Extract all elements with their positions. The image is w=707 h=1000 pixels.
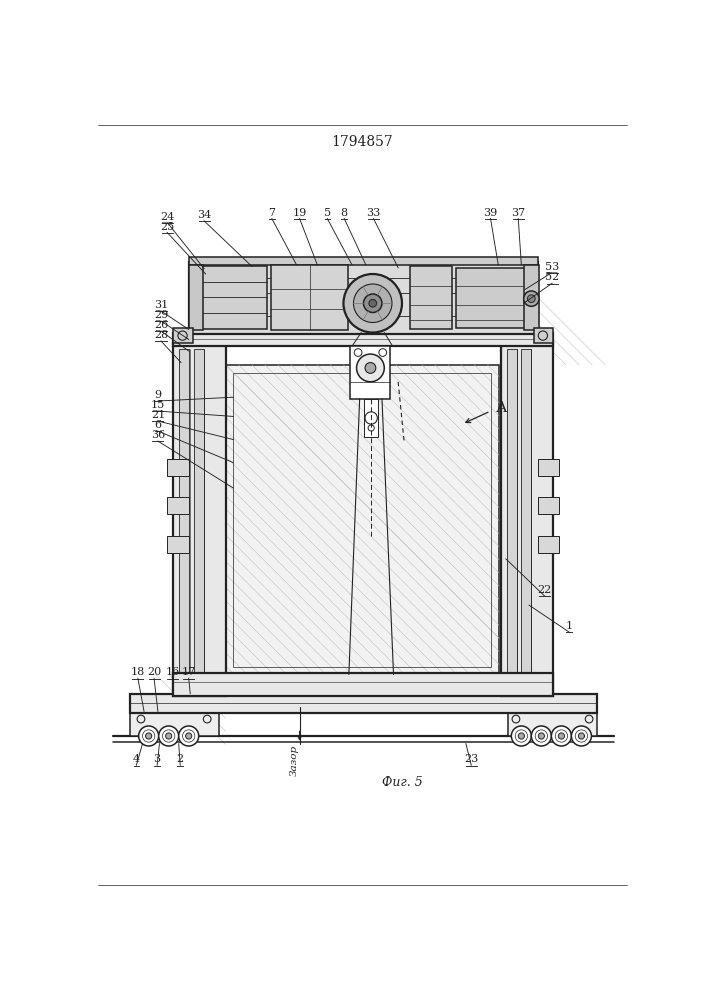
Circle shape <box>344 274 402 333</box>
Text: 2: 2 <box>177 754 184 764</box>
Text: 37: 37 <box>511 208 525 218</box>
Bar <box>534 328 553 343</box>
Text: 5: 5 <box>324 208 331 218</box>
Bar <box>364 399 378 437</box>
Bar <box>189 265 203 330</box>
Text: 33: 33 <box>366 208 380 218</box>
Circle shape <box>186 733 192 739</box>
Circle shape <box>356 354 385 382</box>
Circle shape <box>527 295 535 302</box>
Bar <box>524 265 539 330</box>
Bar <box>167 536 189 553</box>
Bar <box>167 497 189 514</box>
Circle shape <box>363 294 382 312</box>
Text: 6: 6 <box>154 420 161 430</box>
Bar <box>130 711 218 736</box>
Circle shape <box>511 726 532 746</box>
Circle shape <box>354 284 392 323</box>
Text: 52: 52 <box>545 272 559 282</box>
Circle shape <box>571 726 592 746</box>
Bar <box>537 536 559 553</box>
Text: 36: 36 <box>151 430 165 440</box>
Text: 20: 20 <box>147 667 161 677</box>
Text: Фиг. 5: Фиг. 5 <box>382 776 422 789</box>
Text: 16: 16 <box>165 667 180 677</box>
Circle shape <box>139 726 158 746</box>
Text: 25: 25 <box>160 222 174 232</box>
Circle shape <box>578 733 585 739</box>
Text: 9: 9 <box>154 390 161 400</box>
Bar <box>507 349 517 690</box>
Bar <box>173 333 553 346</box>
Bar <box>508 711 597 736</box>
Bar <box>189 262 537 334</box>
Text: 28: 28 <box>154 330 168 340</box>
Bar <box>409 266 452 329</box>
Circle shape <box>369 299 377 307</box>
Bar <box>180 349 189 690</box>
Text: 1794857: 1794857 <box>331 135 393 149</box>
Text: 24: 24 <box>160 212 174 222</box>
Text: 19: 19 <box>293 208 307 218</box>
Text: 15: 15 <box>151 400 165 410</box>
Text: А: А <box>496 401 508 415</box>
Text: 34: 34 <box>197 210 211 220</box>
Text: 8: 8 <box>341 208 348 218</box>
Circle shape <box>532 726 551 746</box>
Text: Зазор: Зазор <box>290 745 298 776</box>
Text: 1: 1 <box>566 621 573 631</box>
Text: 3: 3 <box>153 754 160 764</box>
Text: 21: 21 <box>151 410 165 420</box>
Circle shape <box>365 412 378 424</box>
Bar <box>194 349 204 690</box>
Circle shape <box>365 363 376 373</box>
Circle shape <box>165 733 172 739</box>
Text: 7: 7 <box>269 208 275 218</box>
Circle shape <box>179 726 199 746</box>
Bar <box>521 349 532 690</box>
Bar <box>226 365 499 674</box>
Text: 18: 18 <box>131 667 145 677</box>
Bar <box>351 346 390 399</box>
Bar <box>173 673 553 696</box>
Text: 22: 22 <box>537 585 551 595</box>
Bar <box>537 497 559 514</box>
Bar <box>456 268 525 328</box>
Text: 53: 53 <box>545 262 559 272</box>
Bar <box>271 265 348 330</box>
Circle shape <box>524 291 539 306</box>
Bar <box>537 459 559 476</box>
Text: 26: 26 <box>154 320 168 330</box>
Bar <box>173 343 226 696</box>
Bar <box>189 257 537 265</box>
Bar <box>130 694 597 713</box>
Text: 29: 29 <box>154 310 168 320</box>
Text: 23: 23 <box>464 754 479 764</box>
Bar <box>233 373 491 667</box>
Circle shape <box>551 726 571 746</box>
Text: 4: 4 <box>133 754 140 764</box>
Circle shape <box>146 733 152 739</box>
Circle shape <box>538 733 544 739</box>
Circle shape <box>518 733 525 739</box>
Circle shape <box>559 733 564 739</box>
Text: 17: 17 <box>182 667 196 677</box>
Circle shape <box>158 726 179 746</box>
Bar <box>173 328 192 343</box>
Text: 31: 31 <box>154 300 168 310</box>
Bar <box>198 266 267 329</box>
Bar <box>501 343 553 696</box>
Bar <box>167 459 189 476</box>
Text: 39: 39 <box>484 208 498 218</box>
